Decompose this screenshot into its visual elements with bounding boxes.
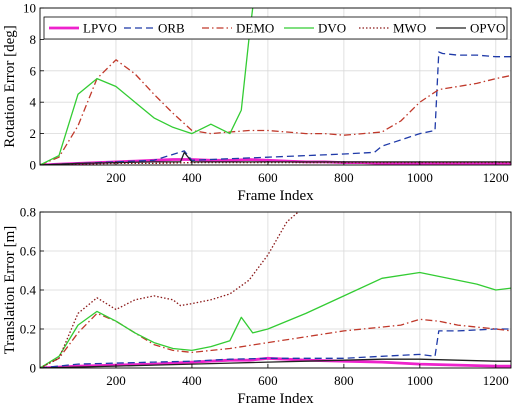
y-tick-label: 0.6 xyxy=(20,244,37,259)
series-line-lpvo xyxy=(40,356,511,368)
chart-panel-1: 200 400 600 800 1000 1200 0 2 4 6 8 10 Frame Index Ro… xyxy=(2,1,512,204)
series-line-demo xyxy=(40,59,511,165)
legend-label-mwo: MWO xyxy=(393,21,426,36)
series-line-dvo xyxy=(40,271,511,368)
y-axis-label: Translation Error [m] xyxy=(2,226,18,355)
x-tick-label: 1000 xyxy=(407,170,433,185)
series-group xyxy=(40,212,511,368)
y-tick-label: 2 xyxy=(30,126,37,141)
series-line-opvo xyxy=(40,151,511,165)
y-tick-label: 4 xyxy=(30,95,37,110)
x-tick-label: 800 xyxy=(334,170,354,185)
y-tick-label: 10 xyxy=(23,1,36,16)
legend-label-opvo: OPVO xyxy=(470,21,505,36)
x-axis-label: Frame Index xyxy=(237,188,314,204)
y-tick-label: 0.8 xyxy=(20,205,36,220)
series-line-orb xyxy=(40,328,511,368)
legend-label-demo: DEMO xyxy=(236,21,274,36)
y-tick-label: 8 xyxy=(30,32,37,47)
series-line-demo xyxy=(40,312,511,368)
chart-panel-2: 200 400 600 800 1000 1200 0 0.2 0.4 0.6 0.8 Frame I… xyxy=(2,205,512,407)
y-tick-label: 0.2 xyxy=(20,322,36,337)
series-line-dvo xyxy=(40,8,254,165)
y-tick-label: 0.4 xyxy=(20,283,37,298)
legend-label-orb: ORB xyxy=(158,21,185,36)
series-line-mwo xyxy=(40,212,299,368)
y-tick-label: 0 xyxy=(30,158,37,173)
x-tick-label: 400 xyxy=(182,170,202,185)
axes-frame xyxy=(39,7,512,166)
legend-label-dvo: DVO xyxy=(318,21,346,36)
x-tick-label: 400 xyxy=(182,373,202,388)
y-tick-label: 6 xyxy=(30,63,37,78)
x-tick-label: 1000 xyxy=(407,373,433,388)
legend-box xyxy=(43,16,508,40)
x-tick-label: 1200 xyxy=(483,170,509,185)
x-tick-label: 800 xyxy=(334,373,354,388)
series-line-opvo xyxy=(40,358,511,368)
y-tick-label: 0 xyxy=(30,361,37,376)
x-tick-label: 200 xyxy=(106,170,126,185)
x-tick-label: 200 xyxy=(106,373,126,388)
x-tick-label: 600 xyxy=(258,170,278,185)
series-group xyxy=(40,8,511,165)
x-tick-label: 1200 xyxy=(483,373,509,388)
legend-label-lpvo: LPVO xyxy=(83,21,117,36)
x-tick-label: 600 xyxy=(258,373,278,388)
series-line-orb xyxy=(40,51,511,165)
x-axis-label: Frame Index xyxy=(237,391,314,407)
legend: LPVO ORB DEMO DVO MWO OPVO xyxy=(43,16,508,40)
y-axis-label: Rotation Error [deg] xyxy=(2,25,18,147)
